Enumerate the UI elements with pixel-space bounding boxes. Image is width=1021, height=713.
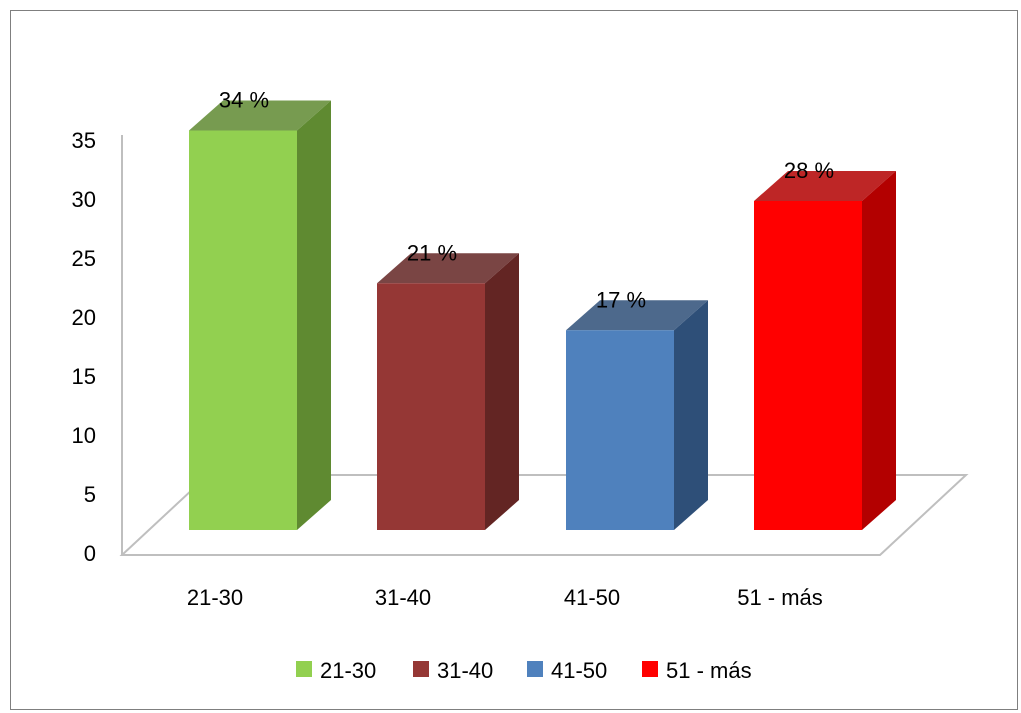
legend-label: 41-50: [551, 658, 607, 683]
legend-swatch: [413, 661, 429, 677]
data-label: 28 %: [784, 158, 834, 183]
legend-label: 21-30: [320, 658, 376, 683]
bar-front: [754, 201, 862, 530]
bar-side: [862, 171, 896, 530]
x-axis-ticks: 21-30 31-40 41-50 51 - más: [187, 585, 823, 610]
data-label: 34 %: [219, 88, 269, 113]
y-tick-label: 15: [72, 364, 96, 389]
bar-front: [377, 283, 485, 530]
legend-item: 31-40: [413, 658, 493, 683]
bar-front: [566, 330, 674, 530]
chart-floor: [119, 135, 969, 556]
legend-item: 51 - más: [642, 658, 752, 683]
bar: [377, 253, 519, 530]
floor-plane: [119, 474, 969, 556]
bar: [189, 100, 331, 530]
y-tick-label: 0: [84, 541, 96, 566]
legend-swatch: [296, 661, 312, 677]
y-tick-label: 10: [72, 423, 96, 448]
bar-side: [485, 253, 519, 530]
y-tick-label: 30: [72, 187, 96, 212]
legend-item: 41-50: [527, 658, 607, 683]
legend: 21-30 31-40 41-50 51 - más: [296, 658, 752, 683]
bars: [189, 100, 896, 530]
data-label: 17 %: [596, 287, 646, 312]
y-tick-label: 5: [84, 482, 96, 507]
bar-top: [189, 100, 331, 131]
data-label: 21 %: [407, 240, 457, 265]
x-tick-label: 21-30: [187, 585, 243, 610]
x-tick-label: 51 - más: [737, 585, 823, 610]
bar-top: [566, 300, 708, 331]
legend-label: 51 - más: [666, 658, 752, 683]
x-tick-label: 31-40: [375, 585, 431, 610]
legend-swatch: [642, 661, 658, 677]
bar-top: [377, 253, 519, 284]
x-tick-label: 41-50: [564, 585, 620, 610]
y-axis-ticks: 0 5 10 15 20 25 30 35: [72, 128, 96, 566]
legend-item: 21-30: [296, 658, 376, 683]
y-tick-label: 20: [72, 305, 96, 330]
y-tick-label: 25: [72, 246, 96, 271]
data-labels: 34 % 21 % 17 % 28 %: [219, 88, 834, 313]
bar-side: [297, 100, 331, 530]
bar-front: [189, 130, 297, 530]
bar-side: [674, 300, 708, 530]
legend-label: 31-40: [437, 658, 493, 683]
bar-top: [754, 171, 896, 201]
legend-swatch: [527, 661, 543, 677]
y-tick-label: 35: [72, 128, 96, 153]
bar: [754, 171, 896, 530]
bar: [566, 300, 708, 530]
